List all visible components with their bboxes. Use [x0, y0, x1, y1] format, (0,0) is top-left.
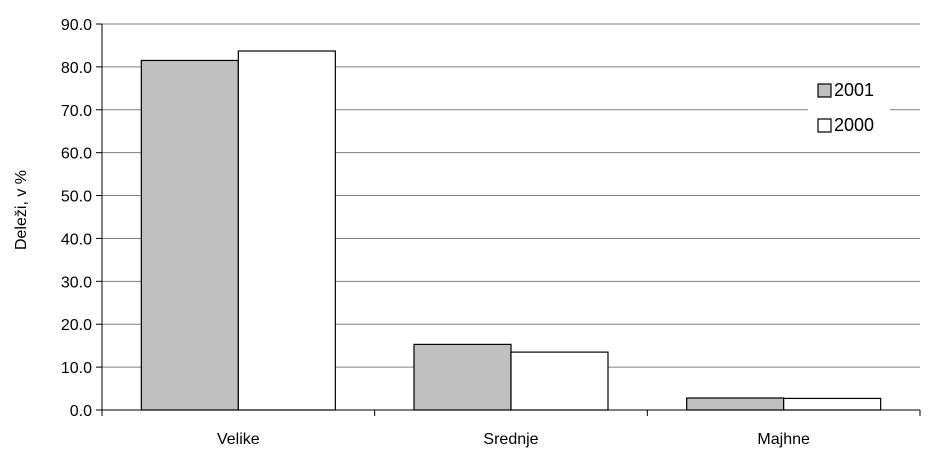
x-tick-label: Velike: [217, 431, 260, 448]
x-tick-label: Majhne: [757, 431, 810, 448]
legend-label-2001: 2001: [834, 80, 874, 100]
bar-2000-srednje: [510, 351, 609, 411]
legend-swatch-2000: [817, 118, 832, 133]
y-tick-label: 80.0: [61, 60, 92, 77]
bar-2001-velike: [140, 59, 239, 411]
y-tick-label: 30.0: [61, 274, 92, 291]
y-axis-label: Deleži, v %: [13, 170, 30, 250]
y-tick-label: 60.0: [61, 146, 92, 163]
y-tick-label: 40.0: [61, 231, 92, 248]
bar-2000-velike: [237, 50, 336, 411]
y-tick-labels: 0.0 10.0 20.0 30.0 40.0 50.0 60.0 70.0 80.0 90.0: [61, 17, 92, 420]
legend-swatch-2001: [817, 83, 832, 98]
y-tick-label: 20.0: [61, 317, 92, 334]
bar-2001-srednje: [413, 343, 512, 411]
legend-label-2000: 2000: [834, 115, 874, 135]
y-tick-label: 50.0: [61, 189, 92, 206]
x-tick-label: Srednje: [483, 431, 538, 448]
y-tick-label: 90.0: [61, 17, 92, 34]
y-tick-label: 0.0: [70, 403, 92, 420]
y-tick-label: 70.0: [61, 103, 92, 120]
x-tick-labels: Velike Srednje Majhne: [217, 431, 810, 448]
legend: 2001 2000: [808, 74, 890, 150]
y-tick-label: 10.0: [61, 360, 92, 377]
axes: [96, 23, 921, 416]
bars: [140, 50, 882, 411]
bar-2000-majhne: [783, 397, 882, 411]
bar-2001-majhne: [686, 397, 785, 411]
